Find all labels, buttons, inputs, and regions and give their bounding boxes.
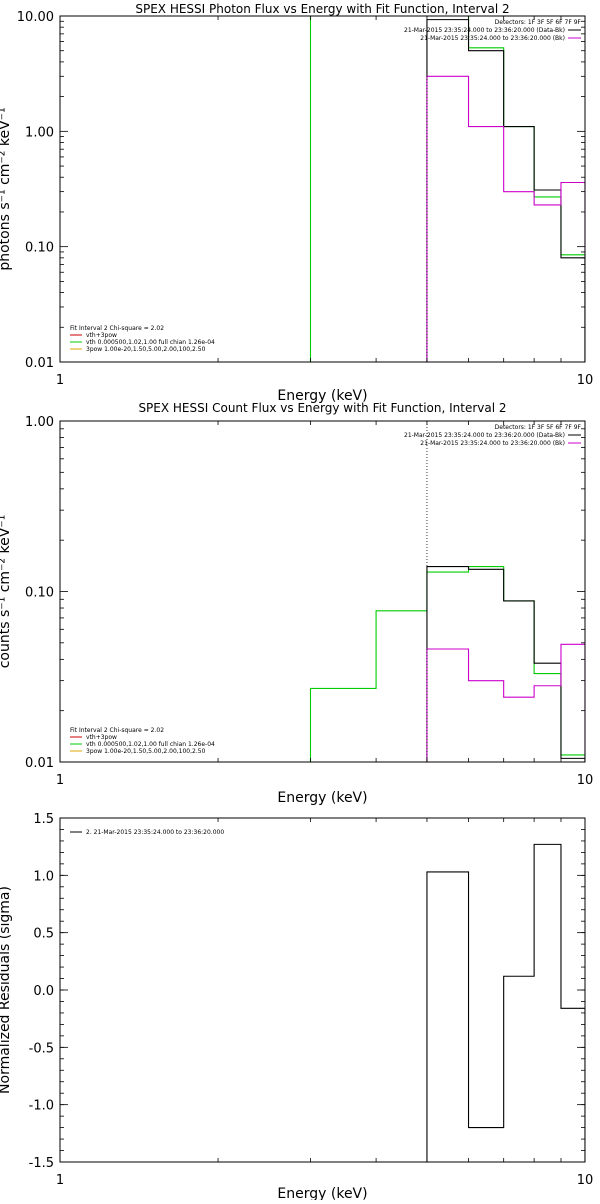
series-line-1: [426, 843, 585, 1162]
series-group: [309, 566, 585, 762]
y-tick-label: 0.0: [33, 984, 54, 999]
y-tick-label: 0.10: [25, 586, 54, 601]
series-line-2: [426, 566, 585, 762]
y-tick-label: 1.00: [25, 125, 54, 140]
legend-right-label: 21-Mar-2015 23:35:24.000 to 23:36:20.000…: [420, 35, 565, 42]
chart-title: SPEX HESSI Photon Flux vs Energy with Fi…: [135, 2, 509, 16]
y-tick-label: 10.00: [17, 10, 54, 25]
legend-fit-title: Fit Interval 2 Chi-square = 2.02: [70, 325, 164, 332]
y-tick-label: 0.10: [25, 241, 54, 256]
x-tick-label: 10: [577, 373, 594, 388]
y-tick-label: 1.0: [33, 869, 54, 884]
x-tick-label: 1: [56, 773, 64, 788]
chart-panel-1: SPEX HESSI Photon Flux vs Energy with Fi…: [0, 2, 593, 404]
legend-right-label: 21-Mar-2015 23:35:24.000 to 23:36:20.000…: [420, 440, 565, 447]
legend-fit-title: Fit Interval 2 Chi-square = 2.02: [70, 727, 164, 734]
x-tick-label: 10: [577, 773, 594, 788]
x-axis-label: Energy (keV): [277, 1186, 367, 1200]
legend-left-label: vth 0.000500,1.02,1.00 full chian 1.26e-…: [86, 339, 215, 346]
y-axis-label: photons s⁻¹ cm⁻² keV⁻¹: [0, 107, 13, 270]
series-group: [426, 843, 585, 1162]
y-axis-label: counts s⁻¹ cm⁻² keV⁻¹: [0, 515, 13, 669]
series-line-2: [426, 19, 585, 362]
chart-panel-2: SPEX HESSI Count Flux vs Energy with Fit…: [0, 401, 593, 806]
y-tick-label: 1.5: [33, 812, 54, 827]
legend-left-label: 3pow 1.00e-20,1.50,5.00,2.00,100,2.50: [86, 346, 206, 353]
x-tick-label: 1: [56, 1173, 64, 1188]
y-axis-label: Normalized Residuals (sigma): [0, 886, 13, 1094]
y-tick-label: 0.01: [25, 356, 54, 371]
legend-right-label: 21-Mar-2015 23:35:24.000 to 23:36:20.000…: [404, 432, 565, 439]
plot-frame: [59, 15, 586, 363]
y-tick-label: -1.0: [29, 1099, 54, 1114]
legend-detectors: Detectors: 1F 3F 5F 6F 7F 9F: [495, 19, 582, 26]
y-tick-label: -0.5: [29, 1041, 54, 1056]
x-tick-label: 1: [56, 373, 64, 388]
legend-left-label: 2. 21-Mar-2015 23:35:24.000 to 23:36:20.…: [86, 829, 224, 836]
y-tick-label: 0.01: [25, 756, 54, 771]
series-line-3: [426, 643, 585, 762]
legend-right-label: 21-Mar-2015 23:35:24.000 to 23:36:20.000…: [404, 27, 565, 34]
y-tick-label: 0.5: [33, 927, 54, 942]
chart-title: SPEX HESSI Count Flux vs Energy with Fit…: [138, 401, 506, 415]
legend-left-label: vth+3pow: [86, 332, 117, 339]
x-axis-label: Energy (keV): [277, 790, 367, 806]
legend-left-label: vth 0.000500,1.02,1.00 full chian 1.26e-…: [86, 741, 215, 748]
y-tick-label: -1.5: [29, 1156, 54, 1171]
legend-detectors: Detectors: 1F 3F 5F 6F 7F 9F: [495, 424, 582, 431]
legend-left-label: vth+3pow: [86, 734, 117, 741]
y-tick-label: 1.00: [25, 415, 54, 430]
chart-panel-3: 1 10 -1.5 -1.0 -0.5 0.0 0.5 1.0 1.5 Energy (keV) N…: [0, 812, 594, 1202]
series-line-3: [426, 75, 585, 362]
x-tick-label: 10: [577, 1173, 594, 1188]
series-group: [309, 16, 585, 362]
x-axis-label: Energy (keV): [277, 388, 367, 404]
legend-left-label: 3pow 1.00e-20,1.50,5.00,2.00,100,2.50: [86, 748, 206, 755]
